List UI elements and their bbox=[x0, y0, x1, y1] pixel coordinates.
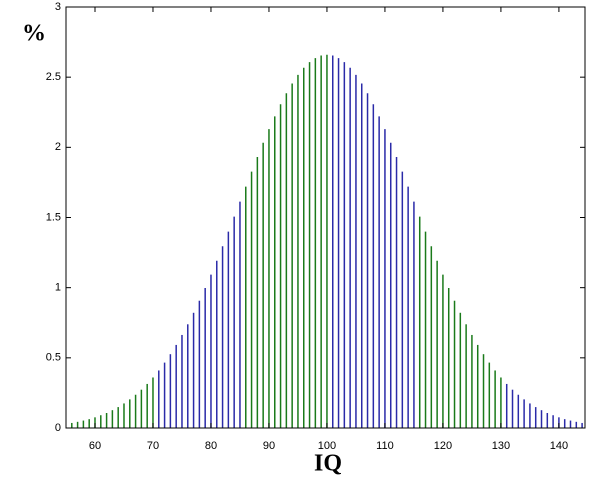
y-tick-label: 0 bbox=[55, 422, 61, 434]
y-tick-label: 1 bbox=[55, 282, 61, 294]
x-tick-label: 90 bbox=[263, 440, 275, 452]
plot-frame bbox=[65, 6, 586, 429]
x-tick-label: 70 bbox=[147, 440, 159, 452]
y-tick-label: 1.5 bbox=[46, 211, 61, 223]
x-tick-label: 130 bbox=[492, 440, 510, 452]
x-tick-label: 100 bbox=[318, 440, 336, 452]
x-tick-label: 140 bbox=[550, 440, 568, 452]
x-tick-label: 120 bbox=[434, 440, 452, 452]
x-tick-label: 80 bbox=[205, 440, 217, 452]
y-axis-label: % bbox=[22, 21, 46, 47]
x-axis-label: IQ bbox=[314, 451, 342, 477]
x-tick-label: 110 bbox=[376, 440, 394, 452]
y-tick-label: 3 bbox=[55, 1, 61, 13]
x-tick-label: 60 bbox=[89, 440, 101, 452]
y-tick-label: 2 bbox=[55, 141, 61, 153]
y-tick-label: 0.5 bbox=[46, 352, 61, 364]
y-tick-label: 2.5 bbox=[46, 71, 61, 83]
